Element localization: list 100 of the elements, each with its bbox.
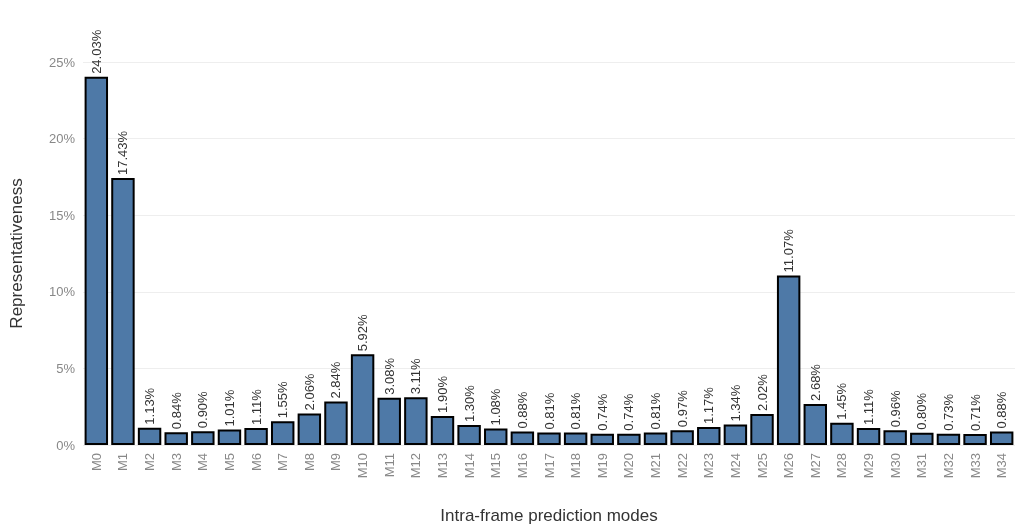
data-label: 0.81% xyxy=(568,392,584,430)
bar xyxy=(537,432,561,445)
bar xyxy=(856,427,881,445)
data-label: 0.88% xyxy=(994,391,1010,429)
data-label: 1.45% xyxy=(834,382,850,420)
x-tick-label: M9 xyxy=(328,453,344,472)
x-tick-label: M8 xyxy=(301,453,317,472)
data-label: 0.81% xyxy=(648,392,664,430)
bar xyxy=(350,354,375,445)
bar xyxy=(617,433,641,445)
x-tick-label: M18 xyxy=(568,453,584,479)
bar xyxy=(883,430,907,445)
data-label: 2.02% xyxy=(754,373,770,412)
x-tick-label: M7 xyxy=(275,453,291,472)
y-tick-label: 10% xyxy=(48,284,76,300)
x-tick-label: M27 xyxy=(807,453,823,479)
data-label: 0.84% xyxy=(168,391,184,430)
x-tick-label: M3 xyxy=(168,453,184,472)
data-label: 2.68% xyxy=(807,363,823,401)
bar xyxy=(723,424,748,445)
x-tick-label: M1 xyxy=(115,453,131,472)
bar xyxy=(457,425,481,445)
x-tick-label: M25 xyxy=(754,453,770,479)
x-tick-label: M2 xyxy=(142,453,158,472)
bar xyxy=(750,414,774,445)
bar xyxy=(803,403,827,445)
data-label: 1.11% xyxy=(248,388,264,425)
data-label: 1.30% xyxy=(461,384,477,423)
x-tick-label: M21 xyxy=(648,453,664,479)
x-tick-label: M29 xyxy=(861,453,877,479)
data-label: 1.17% xyxy=(701,386,717,425)
bar xyxy=(164,432,188,445)
x-tick-label: M28 xyxy=(834,453,850,479)
bar xyxy=(271,421,295,445)
bar xyxy=(830,422,854,445)
bar xyxy=(84,76,109,445)
x-tick-label: M23 xyxy=(701,453,717,479)
bar xyxy=(697,427,721,445)
data-label: 17.43% xyxy=(115,130,131,175)
data-label: 1.90% xyxy=(434,375,450,413)
x-tick-label: M12 xyxy=(408,453,424,479)
bar xyxy=(244,427,268,445)
data-label: 0.97% xyxy=(674,389,690,428)
data-label: 0.90% xyxy=(195,390,211,429)
x-tick-label: M5 xyxy=(221,453,237,472)
data-label: 0.96% xyxy=(887,389,903,428)
bar xyxy=(377,397,401,445)
bar xyxy=(324,401,348,445)
x-tick-label: M11 xyxy=(381,453,397,478)
bar xyxy=(963,434,987,445)
data-label: 3.11% xyxy=(408,358,424,395)
data-label: 0.74% xyxy=(621,393,637,431)
data-label: 0.80% xyxy=(914,392,930,430)
x-tick-label: M30 xyxy=(887,453,903,479)
x-tick-label: M17 xyxy=(541,453,557,479)
data-label: 2.84% xyxy=(328,361,344,399)
x-tick-label: M0 xyxy=(88,453,104,472)
data-label: 0.88% xyxy=(514,391,530,429)
data-label: 3.08% xyxy=(381,357,397,395)
bar xyxy=(776,275,801,445)
x-tick-label: M24 xyxy=(727,453,743,479)
bar xyxy=(936,433,961,445)
data-label: 24.03% xyxy=(88,29,104,74)
y-tick-label: 25% xyxy=(48,54,76,70)
bar xyxy=(111,177,135,445)
data-label: 0.74% xyxy=(594,393,610,431)
x-tick-label: M14 xyxy=(461,453,477,479)
x-tick-label: M31 xyxy=(914,453,930,479)
bar xyxy=(510,431,535,445)
x-axis-title: Intra-frame prediction modes xyxy=(440,506,658,525)
data-label: 1.13% xyxy=(142,387,158,425)
data-label: 1.34% xyxy=(727,384,743,422)
data-label: 1.01% xyxy=(221,389,237,427)
x-tick-label: M16 xyxy=(514,453,530,479)
bar xyxy=(670,430,694,445)
data-label: 0.81% xyxy=(541,392,557,430)
y-axis-title: Representativeness xyxy=(7,178,26,329)
data-label: 0.71% xyxy=(967,393,983,432)
data-label: 5.92% xyxy=(355,314,371,352)
x-tick-label: M32 xyxy=(940,453,956,479)
bar xyxy=(191,431,215,445)
data-label: 2.06% xyxy=(301,373,317,411)
bar xyxy=(910,432,934,445)
y-tick-label: 5% xyxy=(56,360,76,376)
bar xyxy=(297,413,322,445)
bar xyxy=(217,429,242,445)
y-tick-label: 20% xyxy=(48,131,76,147)
bar xyxy=(137,427,162,445)
x-tick-label: M10 xyxy=(355,453,371,479)
data-label: 1.55% xyxy=(275,380,291,419)
bar xyxy=(590,433,614,445)
bar xyxy=(563,432,588,445)
bar xyxy=(643,432,668,445)
x-tick-label: M6 xyxy=(248,453,264,472)
x-tick-label: M20 xyxy=(621,453,637,479)
x-tick-label: M4 xyxy=(195,453,211,472)
x-tick-label: M26 xyxy=(781,453,797,479)
data-label: 11.07% xyxy=(781,228,797,273)
x-tick-label: M22 xyxy=(674,453,690,479)
x-tick-label: M34 xyxy=(994,453,1010,479)
